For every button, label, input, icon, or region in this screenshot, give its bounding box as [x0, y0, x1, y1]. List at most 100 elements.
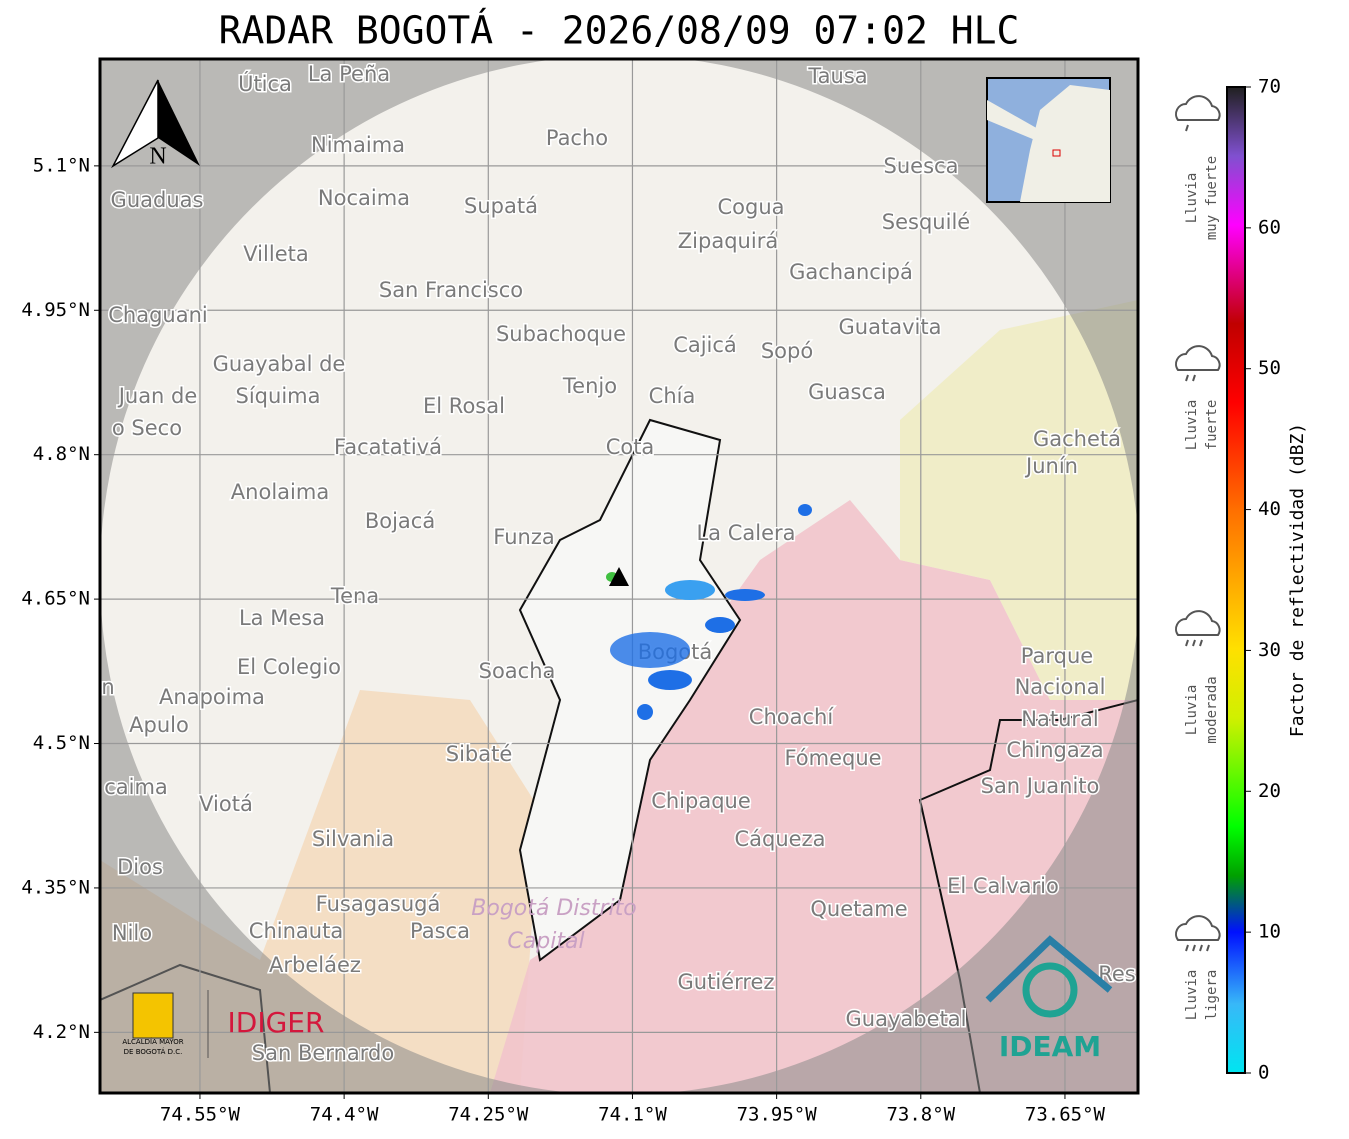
place-label: Tausa — [807, 64, 867, 88]
rain-class-label: Lluvia — [1184, 685, 1200, 736]
place-label: Viotá — [199, 792, 253, 816]
drop — [1199, 639, 1203, 647]
place-label: San Juanito — [981, 774, 1100, 798]
map-frame — [98, 57, 1140, 1095]
drop — [1192, 374, 1196, 382]
rain-class-label: ligera — [1204, 970, 1220, 1021]
place-label: Tenjo — [562, 374, 617, 398]
place-label: Anapoima — [159, 685, 265, 709]
place-label: Cajicá — [673, 333, 737, 357]
place-label: San Francisco — [379, 278, 523, 302]
place-label: Nimaima — [311, 133, 405, 157]
place-label: Útica — [238, 71, 292, 96]
rain-icon — [1175, 915, 1221, 952]
drop — [1185, 374, 1189, 382]
place-label: Pasca — [410, 919, 470, 943]
place-label: Junín — [1024, 454, 1078, 478]
y-tick-label: 4.65°N — [21, 588, 90, 610]
place-label: Sibaté — [446, 742, 513, 766]
colorbar-tick-label: 70 — [1258, 76, 1281, 98]
colorbar-tick-label: 40 — [1258, 498, 1281, 520]
cloud — [1175, 345, 1221, 371]
place-label: Gutiérrez — [678, 970, 775, 994]
y-tick-label: 4.8°N — [33, 443, 90, 465]
logo-text: ALCALDÍA MAYOR — [122, 1037, 183, 1046]
place-label: o Seco — [112, 416, 182, 440]
x-tick-label: 73.65°W — [1025, 1104, 1106, 1126]
place-label: Soacha — [479, 659, 556, 683]
radar-site — [609, 567, 629, 586]
place-label: Guasca — [808, 380, 886, 404]
place-label: Supatá — [464, 194, 538, 218]
colorbar-tick-label: 20 — [1258, 780, 1281, 802]
rain-class-label: Lluvia — [1184, 970, 1200, 1021]
place-label: El Colegio — [237, 655, 341, 679]
place-label: Guatavita — [839, 315, 942, 339]
rain-icon — [1175, 95, 1221, 132]
y-tick-label: 5.1°N — [33, 154, 90, 176]
title: RADAR BOGOTÁ - 2026/08/09 07:02 HLC — [219, 9, 1020, 53]
place-label: Suesca — [884, 154, 959, 178]
map: La Peña Útica Tausa Pacho Nimaima Guaduas Noca… — [100, 59, 1138, 1093]
place-label: Gachetá — [1033, 427, 1121, 451]
drop — [1185, 639, 1189, 647]
place-label: Sesquilé — [882, 210, 970, 234]
place-label: Cáqueza — [735, 827, 826, 851]
colorbar — [1226, 86, 1246, 1074]
place-label: Guayabal de — [213, 352, 346, 376]
drop — [1185, 944, 1189, 952]
place-label: Quetame — [810, 897, 907, 921]
place-label: Chía — [649, 384, 696, 408]
x-tick-label: 73.8°W — [886, 1104, 955, 1126]
place-label: Chingaza — [1006, 738, 1103, 762]
district-label: Capital — [507, 929, 584, 954]
place-label: Nilo — [112, 921, 152, 945]
drop — [1192, 639, 1196, 647]
place-label: Cogua — [717, 195, 784, 219]
colorbar-tick-label: 0 — [1258, 1062, 1269, 1084]
rain-class-label: muy fuerte — [1204, 156, 1220, 240]
drop — [1199, 944, 1203, 952]
place-label: Villeta — [243, 242, 308, 266]
north-arrow: N — [149, 144, 166, 170]
colorbar-tick-label: 30 — [1258, 639, 1281, 661]
place-label: Cota — [606, 435, 655, 459]
rain-icon — [1175, 345, 1221, 382]
colorbar-tick-label: 10 — [1258, 921, 1281, 943]
colorbar-label: Factor de reflectividad (dBZ) — [1287, 423, 1308, 737]
place-label: La Mesa — [239, 606, 325, 630]
rain-class-label: Lluvia — [1184, 173, 1200, 224]
place-label: Facatativá — [334, 435, 442, 459]
drop — [1206, 944, 1210, 952]
x-tick-label: 74.4°W — [310, 1104, 379, 1126]
rain-class-label: Lluvia — [1184, 400, 1200, 451]
colorbar-tick-label: 60 — [1258, 216, 1281, 238]
place-label: La Calera — [696, 521, 795, 545]
place-label: Anolaima — [231, 480, 329, 504]
place-label: Tena — [330, 584, 379, 608]
place-label: Bojacá — [365, 509, 435, 533]
place-label: San Bernardo — [252, 1041, 394, 1065]
logo-text: IDEAM — [999, 1030, 1101, 1063]
place-label: Sopó — [761, 339, 813, 363]
cloud — [1175, 915, 1221, 941]
place-label: Chinauta — [249, 919, 343, 943]
place-label: La Peña — [308, 62, 390, 86]
place-label: Silvania — [312, 827, 394, 851]
place-label: Fusagasugá — [316, 892, 441, 916]
cloud — [1175, 95, 1221, 121]
place-label: Chipaque — [651, 789, 751, 813]
cloud — [1175, 610, 1221, 636]
place-label: Nacional — [1015, 675, 1106, 699]
place-label: caima — [104, 775, 168, 799]
place-label: Juan de — [117, 384, 198, 408]
district-label: Bogotá Distrito — [471, 896, 636, 921]
place-label: Zipaquirá — [678, 229, 778, 253]
place-label: n — [101, 675, 114, 699]
x-tick-label: 74.25°W — [448, 1104, 529, 1126]
place-label: Síquima — [236, 384, 321, 408]
place-label: Choachí — [749, 705, 835, 729]
place-label: Guaduas — [111, 188, 204, 212]
place-label: Guayabetal — [846, 1007, 967, 1031]
